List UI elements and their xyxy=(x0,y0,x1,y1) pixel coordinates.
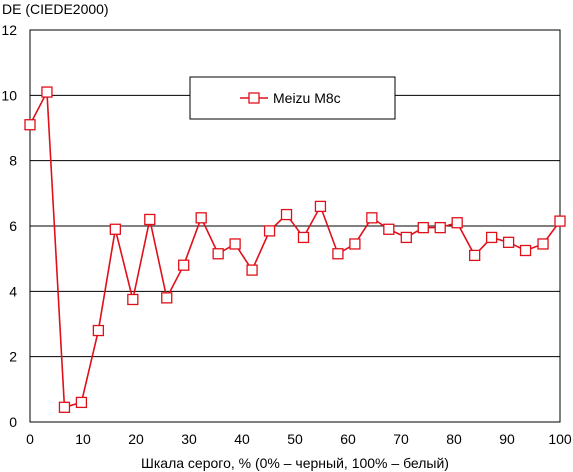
x-tick-label: 50 xyxy=(287,431,303,447)
data-point xyxy=(519,244,532,257)
y-tick-label: 12 xyxy=(1,22,17,38)
data-point xyxy=(24,119,36,131)
data-point xyxy=(502,236,515,248)
data-point xyxy=(332,248,344,260)
data-point xyxy=(58,401,71,413)
y-tick-label: 2 xyxy=(9,349,17,365)
y-tick-label: 0 xyxy=(9,414,17,430)
legend: Meizu M8c xyxy=(189,76,396,120)
x-axis-label: Шкала серого, % (0% – черный, 100% – бел… xyxy=(141,455,449,471)
data-point xyxy=(41,86,53,98)
x-tick-label: 90 xyxy=(499,431,515,447)
x-tick-label: 30 xyxy=(181,431,197,447)
data-point xyxy=(246,264,258,276)
data-point xyxy=(144,213,156,226)
legend-marker xyxy=(248,92,260,104)
x-tick-label: 10 xyxy=(75,431,91,447)
x-tick-label: 20 xyxy=(128,431,144,447)
y-tick-label: 8 xyxy=(9,153,17,169)
data-point xyxy=(400,231,412,244)
legend-label: Meizu M8c xyxy=(273,90,341,106)
data-point xyxy=(92,324,105,337)
data-point xyxy=(297,231,310,244)
data-point xyxy=(554,215,566,227)
data-point xyxy=(314,200,327,213)
tick-labels: 0 2 4 6 8 10 12 0 10 20 30 40 50 60 70 80 90 100 xyxy=(1,22,571,447)
x-tick-label: 100 xyxy=(548,431,572,447)
series-layer xyxy=(24,86,566,413)
data-point xyxy=(280,208,293,221)
data-point xyxy=(161,292,173,304)
data-point xyxy=(229,238,241,250)
data-point xyxy=(212,248,224,260)
data-point xyxy=(417,221,429,234)
data-point xyxy=(178,259,190,271)
x-tick-label: 80 xyxy=(446,431,462,447)
data-point xyxy=(109,223,121,235)
data-point xyxy=(263,225,276,237)
data-point xyxy=(537,238,549,250)
data-point xyxy=(434,221,446,234)
data-point xyxy=(349,238,361,250)
x-tick-label: 60 xyxy=(340,431,356,447)
data-point xyxy=(75,396,88,409)
data-point xyxy=(383,223,395,235)
data-point xyxy=(469,249,481,262)
y-tick-label: 4 xyxy=(9,283,17,299)
legend-box xyxy=(189,76,396,120)
x-tick-label: 70 xyxy=(393,431,409,447)
data-point xyxy=(366,212,378,224)
y-axis-label: DE (CIEDE2000) xyxy=(2,1,109,17)
data-point xyxy=(451,217,463,229)
data-point xyxy=(195,212,207,224)
x-tick-label: 0 xyxy=(26,431,34,447)
y-tick-label: 10 xyxy=(1,87,17,103)
y-tick-label: 6 xyxy=(9,218,17,234)
series-line xyxy=(29,89,561,409)
data-point xyxy=(485,231,498,244)
x-tick-label: 40 xyxy=(234,431,250,447)
data-point xyxy=(127,293,139,306)
